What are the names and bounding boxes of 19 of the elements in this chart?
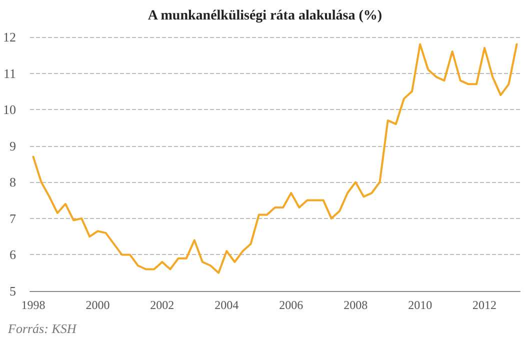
x-tick-label: 2002 [150, 298, 174, 312]
y-tick-label: 8 [10, 174, 16, 190]
x-tick-label: 2006 [279, 298, 304, 312]
x-tick-label: 2000 [86, 298, 110, 312]
y-tick-label: 6 [10, 247, 16, 262]
line-series [32, 43, 518, 274]
y-tick-label: 9 [10, 138, 16, 154]
x-tick-label: 2008 [344, 298, 368, 312]
text: Forrás: KSH [7, 321, 77, 336]
x-tick-label: 2010 [408, 298, 432, 312]
y-tick-label: 12 [3, 30, 16, 44]
y-tick-label: 5 [10, 284, 16, 298]
x-tick-label: 2012 [472, 298, 497, 312]
y-tick-label: 10 [3, 102, 16, 118]
chart-title: A munkanélküliségi ráta alakulása (%) [148, 8, 382, 24]
x-tick-label: 1998 [21, 298, 46, 312]
x-tick-label: 2004 [214, 298, 239, 312]
y-tick-label: 11 [3, 66, 16, 81]
y-tick-label: 7 [10, 210, 16, 226]
